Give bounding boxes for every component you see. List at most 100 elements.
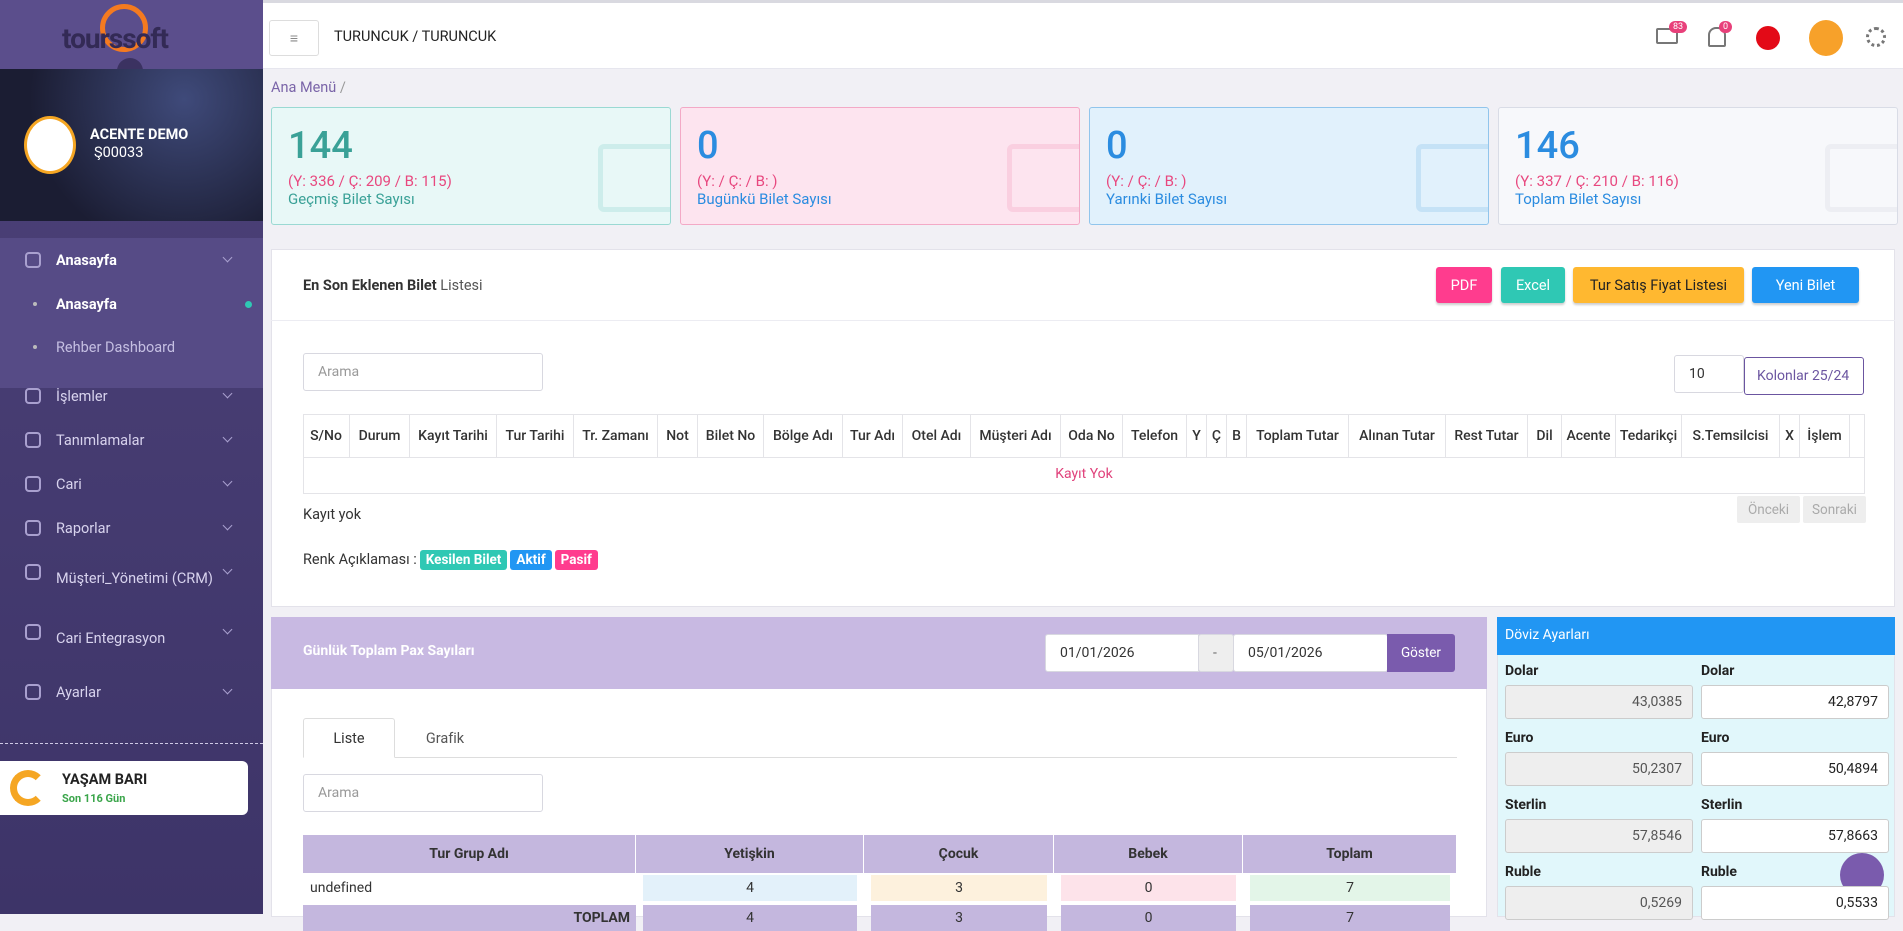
settings-icon[interactable] [1866, 27, 1886, 47]
column-header[interactable]: Telefon [1123, 414, 1187, 457]
page-size[interactable]: 10 [1674, 355, 1744, 393]
currency-label: Dolar [1505, 663, 1539, 679]
column-header[interactable]: İşlem [1800, 414, 1850, 457]
menu-item[interactable]: Ayarlar [0, 670, 263, 714]
menu-item[interactable]: İşlemler [0, 374, 263, 418]
column-header[interactable]: Müşteri Adı [971, 414, 1061, 457]
menu-item[interactable]: Tanımlamalar [0, 418, 263, 462]
columns-button[interactable]: Kolonlar 25/24 [1744, 357, 1864, 395]
pax-cell: undefined [310, 880, 373, 896]
column-header[interactable]: Ç [1207, 414, 1227, 457]
color-legend: Renk Açıklaması : Kesilen Bilet Aktif Pasif [303, 550, 598, 570]
column-header[interactable]: Tedarikçi [1616, 414, 1682, 457]
column-header[interactable]: Not [658, 414, 698, 457]
column-header[interactable]: Acente [1562, 414, 1616, 457]
menu-toggle[interactable]: ≡ [269, 20, 319, 56]
menu-icon [25, 476, 41, 492]
menu-item[interactable]: Müşteri_Yönetimi (CRM) [0, 550, 263, 606]
ticket-table [303, 414, 1865, 494]
pax-header-cell[interactable]: Çocuk [864, 835, 1054, 873]
column-header[interactable]: S.Temsilcisi [1682, 414, 1780, 457]
pax-cell: 3 [871, 875, 1047, 901]
language-flag[interactable] [1756, 26, 1780, 50]
ticket-panel [271, 249, 1895, 607]
menu-icon [25, 684, 41, 700]
column-header[interactable]: Otel Adı [903, 414, 971, 457]
life-bar: YAŞAM BARI Son 116 Gün [0, 761, 248, 815]
column-header[interactable]: Bölge Adı [764, 414, 843, 457]
submenu-item[interactable]: Anasayfa [0, 282, 263, 326]
prev-button[interactable]: Önceki [1737, 496, 1800, 523]
column-header[interactable]: B [1227, 414, 1247, 457]
life-bar-ring [10, 770, 46, 806]
currency-sell[interactable]: 50,4894 [1701, 752, 1889, 786]
column-header[interactable]: Kayıt Tarihi [410, 414, 497, 457]
pax-header-cell[interactable]: Tur Grup Adı [303, 835, 636, 873]
column-header[interactable]: Y [1187, 414, 1207, 457]
stat-value: 0 [1106, 124, 1128, 168]
tab-list[interactable]: Liste [303, 718, 395, 758]
menu-chevron [222, 388, 233, 399]
pax-header-cell[interactable]: Bebek [1054, 835, 1243, 873]
column-header[interactable]: X [1780, 414, 1800, 457]
date-to[interactable]: 05/01/2026 [1233, 634, 1388, 672]
bell-icon[interactable] [1708, 27, 1726, 47]
menu-item[interactable]: Raporlar [0, 506, 263, 550]
legend-label: Renk Açıklaması : [303, 551, 417, 568]
column-header[interactable]: Durum [350, 414, 410, 457]
breadcrumb: Ana Menü / [271, 79, 346, 96]
action-button[interactable]: Yeni Bilet [1752, 267, 1859, 303]
bell-badge: 0 [1719, 21, 1733, 33]
stat-detail: (Y: / Ç: / B: ) [697, 172, 778, 190]
stat-value: 0 [697, 124, 719, 168]
breadcrumb-link[interactable]: Ana Menü [271, 79, 337, 96]
column-header[interactable]: Dil [1528, 414, 1562, 457]
menu-item[interactable]: Anasayfa [0, 238, 263, 282]
menu-item[interactable]: Cari [0, 462, 263, 506]
user-name: ACENTE DEMO [90, 126, 189, 143]
user-avatar[interactable] [1809, 20, 1843, 56]
menu-item[interactable]: Cari Entegrasyon [0, 610, 263, 666]
currency-sell[interactable]: 42,8797 [1701, 685, 1889, 719]
profile: ACENTE DEMO Ş00033 [0, 69, 263, 221]
column-header[interactable]: Tur Adı [843, 414, 903, 457]
pax-header-cell[interactable]: Yetişkin [636, 835, 864, 873]
user-code: Ş00033 [94, 144, 144, 161]
action-button[interactable]: PDF [1436, 267, 1492, 303]
column-header[interactable]: Alınan Tutar [1349, 414, 1446, 457]
mail-icon[interactable] [1656, 28, 1678, 44]
column-header[interactable]: Toplam Tutar [1247, 414, 1349, 457]
column-header[interactable]: Bilet No [698, 414, 764, 457]
currency-label: Ruble [1505, 864, 1541, 880]
submenu-item[interactable]: Rehber Dashboard [0, 325, 263, 369]
menu-chevron [222, 684, 233, 695]
date-from[interactable]: 01/01/2026 [1045, 634, 1199, 672]
mail-badge: 83 [1669, 21, 1688, 33]
column-header[interactable]: Tur Tarihi [497, 414, 574, 457]
stat-label: Geçmiş Bilet Sayısı [288, 190, 415, 208]
currency-title: Döviz Ayarları [1497, 617, 1895, 655]
column-header[interactable]: Tr. Zamanı [574, 414, 658, 457]
menu-icon [25, 564, 41, 580]
ticket-search[interactable]: Arama [303, 353, 543, 391]
column-header[interactable]: Rest Tutar [1446, 414, 1528, 457]
pax-search[interactable]: Arama [303, 774, 543, 812]
date-separator: - [1198, 634, 1234, 672]
stat-detail: (Y: 337 / Ç: 210 / B: 116) [1515, 172, 1679, 190]
column-header[interactable]: S/No [303, 414, 350, 457]
sidebar: tourssoft ACENTE DEMO Ş00033 YAŞAM BARI … [0, 0, 263, 914]
currency-buy: 50,2307 [1505, 752, 1693, 786]
currency-sell[interactable]: 57,8663 [1701, 819, 1889, 853]
menu-icon [25, 252, 41, 268]
stat-card: 146 (Y: 337 / Ç: 210 / B: 116) Toplam Bile… [1498, 107, 1898, 225]
pax-header-cell[interactable]: Toplam [1243, 835, 1457, 873]
action-button[interactable]: Tur Satış Fiyat Listesi [1573, 267, 1744, 303]
column-header[interactable]: Oda No [1061, 414, 1123, 457]
show-button[interactable]: Göster [1387, 634, 1455, 672]
ticket-title: En Son Eklenen Bilet Listesi [303, 277, 483, 294]
table-info: Kayıt yok [303, 506, 362, 523]
next-button[interactable]: Sonraki [1803, 496, 1866, 523]
action-button[interactable]: Excel [1501, 267, 1565, 303]
tab-chart[interactable]: Grafik [425, 729, 465, 747]
currency-sell[interactable]: 0,5533 [1701, 886, 1889, 920]
